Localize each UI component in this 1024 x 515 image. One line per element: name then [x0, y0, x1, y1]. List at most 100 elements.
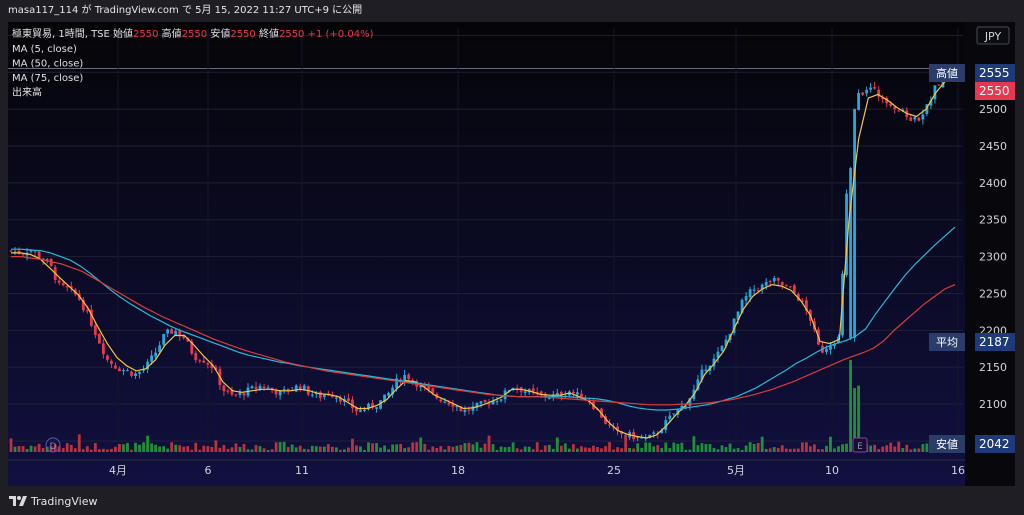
volume-bar	[692, 436, 696, 452]
candle	[913, 116, 917, 120]
volume-bar	[73, 448, 77, 452]
candle	[483, 400, 487, 403]
volume-bar	[909, 449, 913, 452]
legend-indicator: MA (5, close)	[12, 44, 77, 55]
earnings-badge[interactable]	[852, 437, 868, 453]
volume-bar	[539, 449, 543, 452]
volume-bar	[712, 447, 716, 452]
chart-area[interactable]: 2050210021502200225023002350240024502500…	[8, 22, 1015, 486]
candle	[604, 416, 607, 424]
volume-bar	[877, 449, 881, 452]
volume-bar	[796, 448, 800, 452]
candle	[491, 400, 495, 405]
x-tick-label: 5月	[727, 464, 745, 477]
volume-bar	[885, 445, 889, 452]
volume-bar	[507, 446, 511, 452]
candle	[101, 343, 105, 355]
candle	[238, 392, 242, 395]
candle	[162, 334, 166, 345]
candle	[772, 278, 776, 282]
volume-bar	[118, 443, 121, 452]
volume-bar	[206, 446, 210, 452]
footer-brand: TradingView	[31, 495, 98, 508]
candle	[732, 318, 736, 333]
candle	[792, 285, 796, 294]
volume-bar	[371, 443, 374, 452]
candle	[407, 374, 411, 380]
volume-bar	[584, 447, 587, 452]
volume-bar	[334, 447, 338, 452]
candle	[467, 409, 471, 411]
volume-bar	[186, 446, 190, 452]
volume-bar	[33, 446, 37, 452]
volume-bar	[246, 449, 250, 452]
candle	[367, 403, 370, 410]
volume-bar	[29, 445, 33, 452]
y-tick-label: 2350	[979, 214, 1007, 227]
volume-bar	[724, 447, 728, 452]
volume-bar	[222, 445, 226, 452]
y-tick-label: 2450	[979, 140, 1007, 153]
candle	[495, 401, 499, 403]
volume-bar	[146, 435, 149, 452]
candle	[138, 371, 141, 374]
marker-label: 安値	[936, 437, 958, 451]
volume-bar	[266, 449, 270, 452]
candle	[933, 85, 937, 100]
volume-bar	[869, 445, 873, 452]
volume-bar	[375, 443, 378, 452]
volume-bar	[198, 449, 202, 452]
volume-bar	[776, 448, 780, 452]
publish-header: masa117_114 が TradingView.com で 5月 15, 2…	[0, 0, 1024, 22]
volume-bar	[142, 442, 145, 452]
candle	[134, 373, 137, 377]
candle	[45, 259, 49, 261]
candle	[363, 409, 366, 411]
candle	[780, 282, 784, 286]
volume-bar	[808, 446, 812, 452]
volume-bar	[61, 448, 65, 452]
volume-bar	[487, 435, 491, 452]
candle	[318, 391, 322, 399]
candle	[29, 250, 33, 252]
volume-bar	[800, 442, 804, 452]
candle	[463, 409, 467, 413]
volume-bar	[475, 442, 479, 452]
dividend-badge[interactable]	[45, 437, 61, 453]
candle	[555, 393, 559, 395]
x-tick-label: 18	[451, 464, 465, 477]
candle	[700, 369, 704, 380]
price-chart[interactable]: 2050210021502200225023002350240024502500…	[8, 22, 1015, 486]
volume-bar	[399, 443, 403, 452]
volume-bar	[459, 444, 463, 452]
volume-bar	[559, 445, 563, 452]
candle	[166, 329, 170, 334]
volume-bar	[925, 443, 929, 452]
currency-button[interactable]	[976, 26, 1010, 45]
candle	[278, 390, 282, 396]
volume-bar	[889, 442, 893, 452]
volume-bar	[772, 447, 776, 452]
candle	[724, 339, 728, 346]
candle	[375, 407, 378, 409]
marker-value: 2555	[979, 66, 1010, 80]
candle	[411, 379, 415, 381]
ma-line	[11, 226, 956, 411]
candle	[130, 371, 133, 376]
legend-indicator: 出来高	[12, 86, 42, 99]
candle	[371, 403, 374, 408]
candle	[696, 379, 700, 390]
volume-bar	[122, 444, 125, 452]
candle	[845, 193, 848, 276]
volume-bar	[395, 444, 399, 452]
volume-bar	[576, 448, 579, 452]
x-tick-label: 10	[825, 464, 839, 477]
volume-bar	[780, 445, 784, 452]
volume-bar	[825, 445, 828, 452]
candle	[748, 289, 752, 298]
candle	[403, 374, 407, 382]
volume-bar	[845, 443, 848, 452]
current-price-marker	[975, 82, 1015, 100]
candle	[479, 401, 483, 404]
volume-bar	[897, 441, 901, 452]
